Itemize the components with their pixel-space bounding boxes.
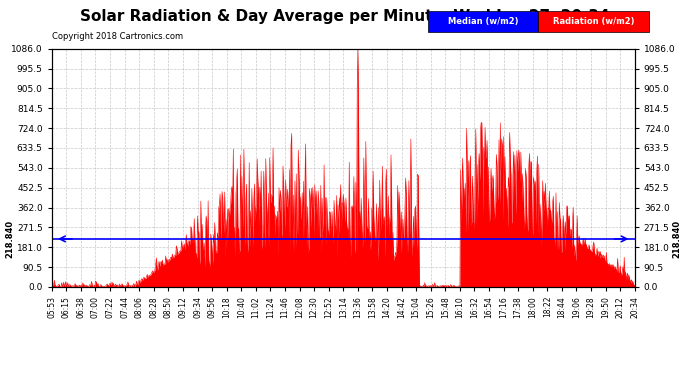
Text: 218.840: 218.840 [672,220,681,258]
Text: Median (w/m2): Median (w/m2) [448,17,518,26]
Text: 218.840: 218.840 [6,220,14,258]
Text: Copyright 2018 Cartronics.com: Copyright 2018 Cartronics.com [52,32,183,41]
Text: Solar Radiation & Day Average per Minute  Wed Jun 27  20:34: Solar Radiation & Day Average per Minute… [80,9,610,24]
Text: Radiation (w/m2): Radiation (w/m2) [553,17,634,26]
